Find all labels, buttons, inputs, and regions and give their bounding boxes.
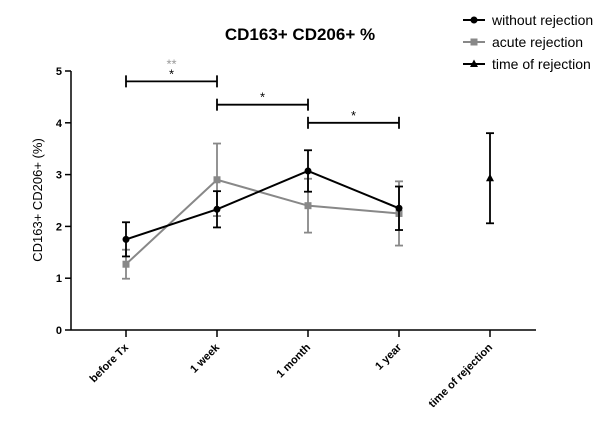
data-point — [470, 59, 478, 67]
significance-label: ** — [166, 56, 176, 71]
y-tick-label: 2 — [56, 221, 62, 233]
chart-title: CD163+ CD206+ % — [225, 25, 375, 44]
y-tick-label: 3 — [56, 170, 62, 182]
data-point — [304, 167, 312, 175]
x-tick-label: 1 year — [373, 341, 404, 372]
x-tick-label: 1 week — [188, 341, 223, 376]
series-line — [125, 178, 400, 265]
legend-label: acute rejection — [492, 34, 583, 50]
significance-brackets: ***** — [125, 56, 400, 129]
data-point — [304, 202, 312, 210]
data-point — [486, 173, 494, 182]
x-tick-label: 1 month — [274, 341, 313, 380]
data-point — [470, 38, 478, 46]
series-without-rejection — [122, 149, 403, 258]
y-tick-label: 0 — [56, 325, 62, 337]
x-tick-label: time of rejection — [427, 341, 496, 410]
data-point — [122, 260, 130, 268]
legend-label: without rejection — [491, 12, 593, 28]
y-tick-label: 4 — [56, 118, 63, 130]
x-tick-label: before Tx — [88, 341, 132, 385]
series-time-of-rejection — [486, 132, 494, 225]
significance-label: * — [351, 108, 356, 123]
legend: without rejection acute rejection time of … — [463, 12, 593, 72]
y-axis-label: CD163+ CD206+ (%) — [30, 138, 45, 262]
y-tick-label: 1 — [56, 273, 62, 285]
y-tick-label: 5 — [56, 66, 62, 78]
series-layer — [122, 132, 494, 280]
significance-label: * — [169, 66, 174, 81]
legend-label: time of rejection — [492, 56, 591, 72]
data-point — [470, 16, 478, 24]
data-point — [213, 205, 221, 213]
significance-label: * — [260, 90, 265, 105]
data-point — [213, 176, 221, 184]
data-point — [122, 235, 130, 243]
x-ticks: before Tx 1 week 1 month 1 year time of reje… — [88, 330, 496, 410]
data-point — [395, 204, 403, 212]
y-ticks: 0 1 2 3 4 5 — [56, 66, 71, 337]
series-line — [125, 169, 400, 241]
series-acute-rejection — [122, 142, 403, 280]
